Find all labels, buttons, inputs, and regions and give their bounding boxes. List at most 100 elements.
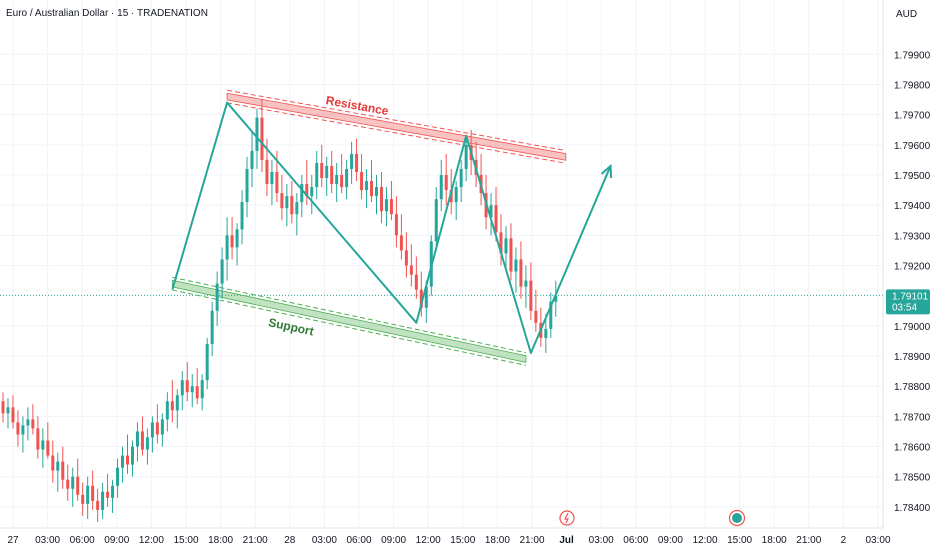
candle-up	[489, 193, 493, 236]
candle-up	[375, 174, 378, 215]
candle-down	[370, 159, 374, 203]
candle-body	[290, 196, 294, 215]
time-tick-label: 15:00	[727, 535, 752, 546]
candle-up	[111, 479, 115, 513]
time-axis[interactable]: 27 03:00 06:00 09:00 12:00 15:00 18:00 21:00 28 0…	[7, 535, 891, 546]
candle-up	[524, 265, 528, 308]
candle-down	[36, 416, 40, 459]
candle-body	[404, 250, 408, 266]
candle-body	[240, 202, 244, 230]
time-tick-label: 03:00	[312, 535, 337, 546]
candle-down	[51, 440, 55, 483]
candle-down	[529, 262, 533, 320]
candle-body	[200, 380, 204, 399]
candle-body	[190, 386, 194, 393]
candle-body	[454, 187, 458, 203]
candle-up	[504, 226, 508, 269]
price-tick-label: 1.79800	[894, 80, 931, 91]
candle-body	[116, 467, 120, 486]
candle-body	[394, 214, 398, 236]
candle-up	[225, 217, 229, 281]
candle-down	[106, 473, 110, 507]
chart-title: Euro / Australian Dollar · 15 · TRADENAT…	[6, 8, 208, 19]
time-tick-label: 15:00	[450, 535, 475, 546]
time-tick-label: 18:00	[762, 535, 787, 546]
candle-body	[459, 168, 463, 188]
candle-up	[270, 159, 274, 206]
time-tick-label: 12:00	[692, 535, 717, 546]
candle-down	[399, 214, 403, 260]
candle-body	[220, 259, 224, 284]
zigzag-pattern[interactable]	[171, 101, 613, 355]
candle-body	[170, 401, 174, 411]
candle-body	[514, 259, 518, 272]
candle-body	[310, 187, 314, 197]
candle-body	[91, 485, 95, 501]
zone-upper-dash	[227, 89, 566, 152]
candle-down	[305, 159, 309, 206]
candle-up	[295, 193, 299, 236]
candle-down	[534, 289, 538, 332]
candle-body	[101, 491, 105, 510]
candle-up	[554, 280, 558, 317]
candle-up	[130, 440, 134, 477]
candle-down	[379, 171, 383, 224]
candle-up	[549, 292, 553, 338]
candle-body	[529, 280, 533, 311]
time-tick-label: 21:00	[796, 535, 821, 546]
candle-body	[524, 280, 528, 287]
candle-body	[270, 171, 274, 185]
candle-body	[370, 181, 374, 197]
zone-fill	[226, 92, 567, 161]
candle-up	[190, 374, 194, 408]
candle-up	[245, 156, 249, 218]
candle-up	[180, 371, 184, 411]
resistance-zone[interactable]	[226, 89, 567, 164]
candle-up	[6, 398, 10, 429]
candle-body	[345, 168, 349, 188]
candle-body	[320, 162, 324, 179]
zone-lower-dash	[227, 102, 566, 164]
candle-body	[365, 181, 369, 191]
price-axis[interactable]: 1.79900 1.79800 1.79700 1.79600 1.79500 1.794…	[894, 50, 931, 514]
candle-body	[6, 407, 10, 414]
time-tick-label: 09:00	[104, 535, 129, 546]
candle-body	[1, 401, 5, 414]
candle-up	[26, 407, 30, 441]
candle-down	[31, 404, 35, 435]
candle-body	[76, 476, 80, 495]
candle-down	[394, 196, 398, 248]
candlestick-series	[1, 99, 558, 522]
currency-label[interactable]: AUD	[896, 9, 917, 20]
candle-body	[106, 491, 110, 498]
candle-up	[135, 422, 139, 462]
earnings-event-icon[interactable]	[728, 509, 746, 527]
candle-down	[170, 380, 174, 423]
time-tick-label: 27	[7, 535, 19, 546]
candle-body	[121, 455, 125, 468]
candle-body	[519, 259, 523, 287]
candle-up	[86, 476, 90, 519]
candle-up	[121, 446, 125, 483]
candle-down	[509, 223, 513, 281]
candle-body	[444, 174, 448, 191]
candle-down	[16, 410, 20, 447]
dividend-event-icon[interactable]	[559, 510, 575, 526]
candle-up	[200, 374, 204, 411]
price-tick-label: 1.79000	[894, 322, 931, 333]
price-tick-label: 1.78900	[894, 352, 931, 363]
price-tick-label: 1.78400	[894, 503, 931, 514]
candle-down	[389, 181, 393, 221]
candle-body	[449, 190, 453, 203]
candle-down	[499, 214, 503, 266]
candle-body	[126, 455, 129, 465]
support-zone[interactable]	[171, 276, 527, 366]
candle-body	[180, 380, 184, 396]
candle-body	[215, 283, 219, 311]
candle-body	[509, 238, 513, 272]
time-tick-label: 18:00	[485, 535, 510, 546]
price-tick-label: 1.79300	[894, 231, 931, 242]
candle-down	[444, 153, 448, 206]
candle-down	[409, 244, 413, 287]
